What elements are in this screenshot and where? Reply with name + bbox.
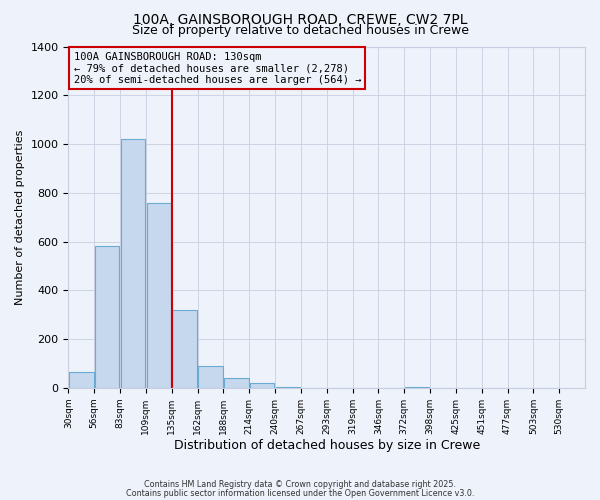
X-axis label: Distribution of detached houses by size in Crewe: Distribution of detached houses by size …: [173, 440, 480, 452]
Bar: [95, 246, 119, 388]
Bar: [121, 139, 145, 388]
Text: Size of property relative to detached houses in Crewe: Size of property relative to detached ho…: [131, 24, 469, 37]
Text: Contains public sector information licensed under the Open Government Licence v3: Contains public sector information licen…: [126, 489, 474, 498]
Bar: [69, 372, 94, 388]
Bar: [224, 378, 248, 388]
Bar: [146, 202, 171, 388]
Bar: [198, 366, 223, 388]
Text: Contains HM Land Registry data © Crown copyright and database right 2025.: Contains HM Land Registry data © Crown c…: [144, 480, 456, 489]
Text: 100A GAINSBOROUGH ROAD: 130sqm
← 79% of detached houses are smaller (2,278)
20% : 100A GAINSBOROUGH ROAD: 130sqm ← 79% of …: [74, 52, 361, 85]
Y-axis label: Number of detached properties: Number of detached properties: [15, 130, 25, 305]
Bar: [172, 310, 197, 388]
Bar: [250, 384, 274, 388]
Bar: [275, 386, 300, 388]
Text: 100A, GAINSBOROUGH ROAD, CREWE, CW2 7PL: 100A, GAINSBOROUGH ROAD, CREWE, CW2 7PL: [133, 12, 467, 26]
